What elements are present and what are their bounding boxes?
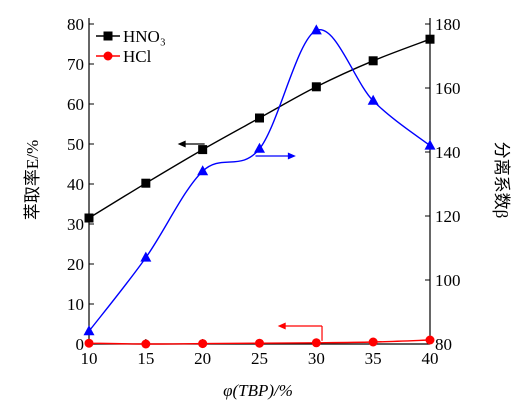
axes [88, 18, 431, 345]
data-point-triangle [310, 24, 322, 35]
left-y-tick-label: 50 [67, 135, 84, 154]
x-tick-label: 25 [251, 349, 268, 368]
series-line [88, 29, 431, 332]
data-point-square [141, 178, 151, 188]
right-y-tick-label: 180 [435, 15, 461, 34]
left-y-tick-label: 30 [67, 215, 84, 234]
data-point-circle [311, 338, 321, 348]
right-y-tick-label: 160 [435, 79, 461, 98]
legend-label: HCl [123, 47, 152, 66]
series-1 [84, 335, 435, 349]
right-y-tick-label: 100 [435, 271, 461, 290]
series-0 [84, 34, 435, 223]
right-axis-title: 分离系数β [492, 142, 511, 219]
data-point-circle [255, 338, 264, 348]
data-point-square [198, 145, 208, 155]
data-point-square [425, 34, 435, 44]
legend-item: HCl [96, 47, 152, 66]
data-point-triangle [424, 139, 436, 150]
x-tick-label: 40 [422, 349, 439, 368]
data-point-triangle [83, 325, 95, 336]
data-point-square [368, 56, 378, 66]
left-y-tick-label: 80 [67, 15, 84, 34]
left-y-tick-label: 10 [67, 295, 84, 314]
arrow-hcl-left [277, 322, 323, 341]
left-axis-title: 萃取率E/% [23, 140, 42, 220]
left-y-tick-label: 20 [67, 255, 84, 274]
arrow-blue-right [255, 152, 296, 160]
data-point-triangle [367, 94, 379, 105]
data-point-square [255, 113, 264, 123]
data-point-square [84, 213, 94, 223]
series-2 [83, 24, 436, 336]
legend-marker [103, 31, 113, 41]
arrow-hno3-left [177, 140, 205, 148]
right-y-tick-label: 140 [435, 143, 461, 162]
annotations [177, 140, 323, 341]
data-point-triangle [197, 165, 209, 176]
data-point-circle [425, 335, 435, 345]
data-point-square [311, 82, 321, 92]
right-y-tick-label: 80 [435, 335, 452, 354]
arrow-head [177, 140, 186, 148]
data-point-circle [368, 337, 378, 347]
data-point-triangle [254, 142, 265, 153]
legend-marker [103, 51, 113, 61]
right-y-tick-label: 120 [435, 207, 461, 226]
left-y-tick-label: 0 [76, 335, 85, 354]
left-y-tick-label: 40 [67, 175, 84, 194]
series-line [88, 38, 431, 219]
left-y-tick-label: 60 [67, 95, 84, 114]
data-point-circle [198, 339, 208, 349]
arrow-head [287, 152, 296, 160]
data-point-triangle [140, 251, 152, 262]
arrow-head [277, 322, 286, 330]
x-axis-title: φ(TBP)/% [223, 381, 293, 400]
x-tick-label: 20 [194, 349, 211, 368]
series-layer [83, 24, 436, 349]
ticks: 10 15 20 25 30 35 4001020304050607080801001201… [67, 15, 461, 368]
data-point-circle [84, 338, 94, 348]
legend-label: HNO₃ [123, 27, 166, 46]
left-y-tick-label: 70 [67, 55, 84, 74]
legend-item: HNO₃ [96, 27, 166, 46]
x-tick-label: 10 [81, 349, 98, 368]
x-tick-label: 30 [308, 349, 325, 368]
x-tick-label: 35 [365, 349, 382, 368]
data-point-circle [141, 339, 151, 349]
x-tick-label: 15 [137, 349, 154, 368]
